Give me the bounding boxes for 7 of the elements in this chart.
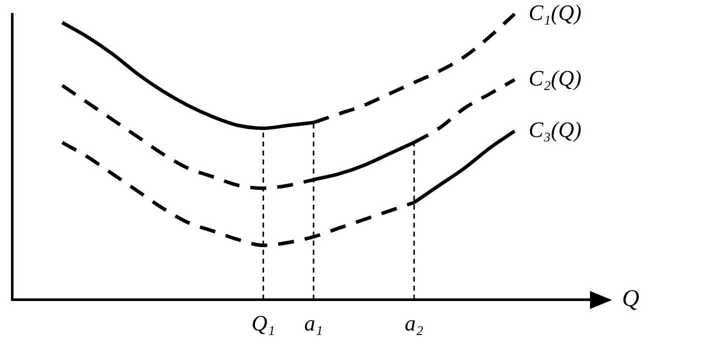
x-axis-title: Q <box>622 286 640 312</box>
x-tick-label: a₁ <box>304 310 323 336</box>
series-label: C₂(Q) <box>528 65 582 90</box>
series-label: C₃(Q) <box>528 116 582 142</box>
series-label: C₁(Q) <box>528 0 582 25</box>
x-tick-label: Q₁ <box>252 310 276 336</box>
x-tick-label: a₂ <box>404 310 424 336</box>
